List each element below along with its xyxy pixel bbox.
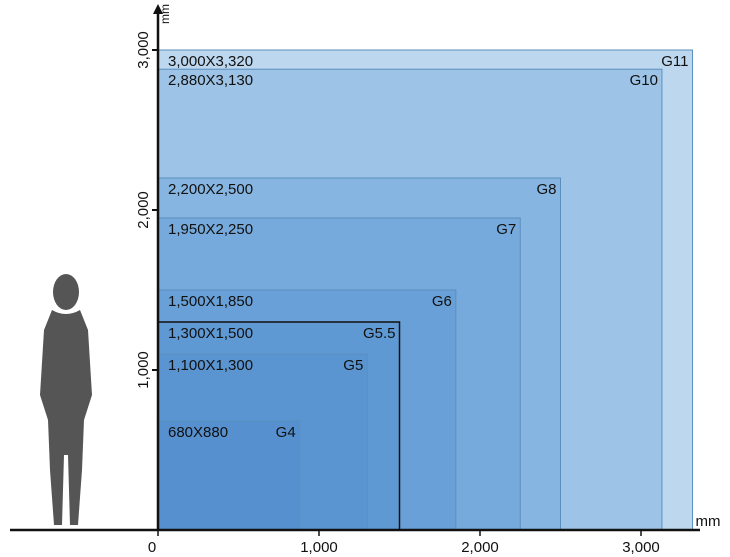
x-tick-label: 3,000 bbox=[622, 539, 660, 556]
y-tick-label: 1,000 bbox=[135, 351, 152, 389]
y-tick-label: 2,000 bbox=[135, 191, 152, 229]
y-tick-label: 3,000 bbox=[135, 31, 152, 69]
generation-name: G5.5 bbox=[363, 325, 396, 342]
size-label: 680X880 bbox=[168, 424, 228, 441]
generation-name: G10 bbox=[630, 72, 658, 89]
size-label: 1,300X1,500 bbox=[168, 325, 253, 342]
size-label: 2,200X2,500 bbox=[168, 181, 253, 198]
generation-name: G11 bbox=[661, 53, 688, 70]
generation-name: G4 bbox=[276, 424, 296, 441]
generation-name: G5 bbox=[343, 357, 363, 374]
size-label: 1,100X1,300 bbox=[168, 357, 253, 374]
generation-name: G7 bbox=[496, 221, 516, 238]
generation-name: G6 bbox=[432, 293, 452, 310]
size-label: 2,880X3,130 bbox=[168, 72, 253, 89]
chart: mm mm 3,000X3,320G112,880X3,130G102,200X… bbox=[0, 0, 730, 557]
size-label: 1,500X1,850 bbox=[168, 293, 253, 310]
size-label: 3,000X3,320 bbox=[168, 53, 253, 70]
generation-name: G8 bbox=[536, 181, 556, 198]
x-axis-label: mm bbox=[696, 513, 721, 530]
x-tick-label: 0 bbox=[148, 539, 156, 556]
x-tick-label: 1,000 bbox=[300, 539, 338, 556]
person-silhouette bbox=[40, 274, 92, 525]
x-tick-label: 2,000 bbox=[461, 539, 499, 556]
size-label: 1,950X2,250 bbox=[168, 221, 253, 238]
